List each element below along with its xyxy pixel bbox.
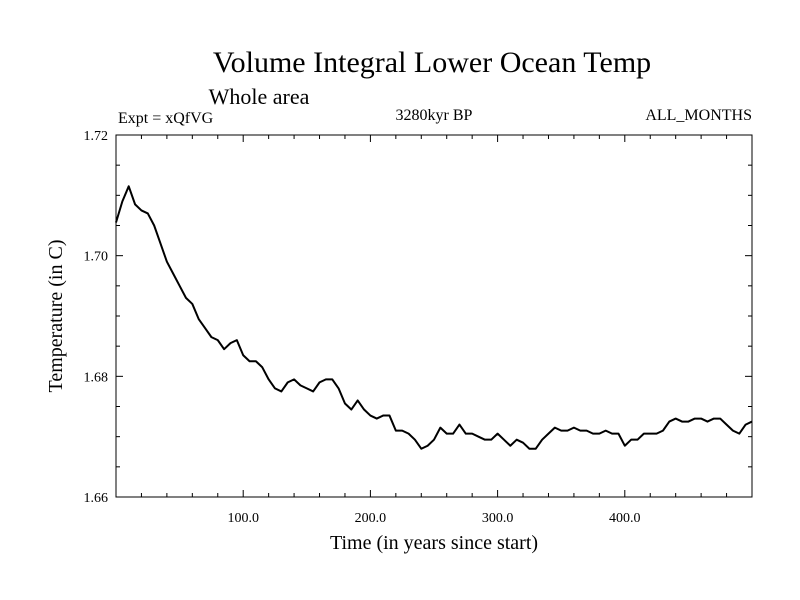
series-line [115,185,753,450]
period-label: 3280kyr BP [396,107,473,124]
y-tick-label: 1.66 [84,491,109,506]
experiment-label: Expt = xQfVG [118,110,214,127]
chart-subtitle: Whole area [209,84,310,109]
months-label: ALL_MONTHS [645,107,752,124]
y-axis-label: Temperature (in C) [45,240,67,393]
x-tick-label: 200.0 [355,511,387,526]
x-tick-label: 100.0 [227,511,259,526]
plot-frame [115,134,753,498]
x-tick-label: 400.0 [609,511,641,526]
chart-title: Volume Integral Lower Ocean Temp [213,46,651,79]
plot-axes: 1.66 1.68 1.70 1.72 100.0 200.0 300.0 400.0 [84,129,753,526]
x-axis-label: Time (in years since start) [330,532,538,554]
x-tick-label: 300.0 [482,511,514,526]
y-tick-label: 1.70 [84,250,109,265]
y-tick-label: 1.72 [84,129,109,144]
y-tick-label: 1.68 [84,370,109,385]
series-layer [115,185,753,450]
